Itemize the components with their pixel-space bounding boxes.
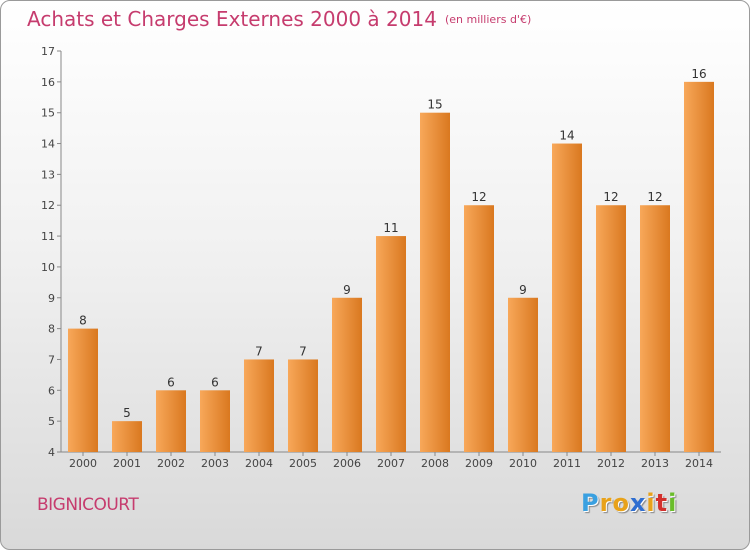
x-tick-label: 2008	[421, 457, 449, 470]
logo-letter: o	[612, 489, 630, 517]
bar	[68, 328, 98, 452]
bar-value-label: 14	[559, 129, 574, 143]
commune-name: BIGNICOURT	[37, 495, 139, 515]
logo-letter: r	[599, 489, 613, 517]
bars: 8 5 6 6 7 7 9 11 15 12 9 14 12 12 16	[68, 67, 714, 453]
y-tick-label: 16	[41, 76, 55, 89]
bar	[420, 112, 450, 452]
bar-value-label: 8	[79, 314, 87, 328]
y-tick-label: 11	[41, 230, 55, 243]
y-tick-label: 7	[48, 353, 55, 366]
bar	[244, 359, 274, 452]
logo-letter: P	[581, 489, 600, 517]
y-tick-label: 9	[48, 292, 55, 305]
bar-value-label: 9	[343, 283, 351, 297]
bar-value-label: 7	[255, 344, 263, 358]
x-tick-label: 2002	[157, 457, 185, 470]
bar-value-label: 12	[471, 190, 486, 204]
bar	[640, 205, 670, 452]
axes: 4 5 6 7 8 9 10 11 12 13 14 15 16 17 2000 2001 2002 2003 20…	[41, 45, 721, 470]
bar-value-label: 6	[167, 375, 175, 389]
bar-value-label: 5	[123, 406, 131, 420]
bar	[552, 143, 582, 453]
bar	[596, 205, 626, 452]
x-tick-label: 2013	[641, 457, 669, 470]
bar-value-label: 6	[211, 375, 219, 389]
x-tick-label: 2001	[113, 457, 141, 470]
x-tick-label: 2012	[597, 457, 625, 470]
proxiti-logo[interactable]: Proxiti	[581, 489, 677, 517]
bar-value-label: 7	[299, 344, 307, 358]
x-tick-label: 2007	[377, 457, 405, 470]
x-tick-label: 2000	[69, 457, 97, 470]
x-tick-label: 2011	[553, 457, 581, 470]
logo-letter: i	[646, 489, 656, 517]
logo-letter: x	[629, 489, 647, 517]
bar	[288, 359, 318, 452]
x-tick-label: 2010	[509, 457, 537, 470]
y-tick-label: 8	[48, 323, 55, 336]
bar	[508, 297, 538, 452]
chart-title: Achats et Charges Externes 2000 à 2014 (e…	[27, 7, 531, 31]
x-tick-label: 2009	[465, 457, 493, 470]
y-tick-label: 6	[48, 384, 55, 397]
x-tick-label: 2005	[289, 457, 317, 470]
x-tick-label: 2006	[333, 457, 361, 470]
bar-value-label: 9	[519, 283, 527, 297]
bar	[376, 236, 406, 452]
bar-value-label: 11	[383, 221, 398, 235]
bar-value-label: 16	[691, 67, 706, 81]
y-tick-label: 17	[41, 45, 55, 58]
x-tick-label: 2014	[685, 457, 713, 470]
x-tick-label: 2004	[245, 457, 273, 470]
y-tick-label: 12	[41, 199, 55, 212]
bar	[464, 205, 494, 452]
title-unit: (en milliers d'€)	[444, 13, 532, 26]
x-tick-label: 2003	[201, 457, 229, 470]
y-tick-label: 10	[41, 261, 55, 274]
y-tick-label: 4	[48, 446, 55, 459]
bar	[156, 390, 186, 452]
y-tick-label: 5	[48, 415, 55, 428]
logo-letter: i	[668, 489, 678, 517]
title-text: Achats et Charges Externes 2000 à 2014	[27, 7, 437, 31]
bar-value-label: 12	[647, 190, 662, 204]
bar-value-label: 15	[427, 98, 442, 112]
y-tick-label: 13	[41, 168, 55, 181]
bar	[112, 421, 142, 452]
logo-letter: t	[655, 489, 669, 517]
bar	[684, 81, 714, 452]
bar	[200, 390, 230, 452]
y-tick-label: 15	[41, 107, 55, 120]
y-tick-label: 14	[41, 138, 55, 151]
bar	[332, 297, 362, 452]
bar-value-label: 12	[603, 190, 618, 204]
